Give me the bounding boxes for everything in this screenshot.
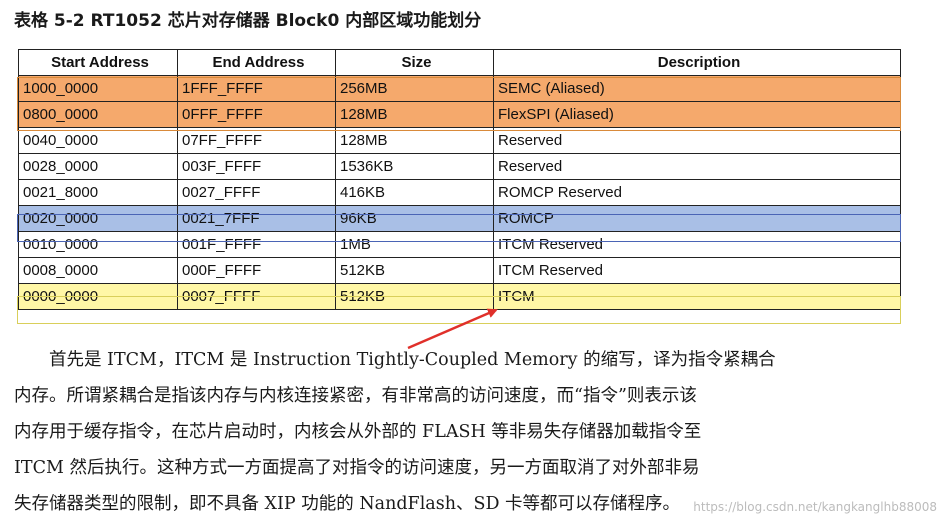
column-header-size: Size [335, 49, 494, 76]
description-cell: ROMCP [493, 205, 901, 232]
size-cell: 128MB [335, 101, 494, 128]
body-paragraph: 首先是 ITCM，ITCM 是 Instruction Tightly-Coup… [14, 342, 874, 522]
table-row: 0021_8000 0027_FFFF 416KB ROMCP Reserved [18, 179, 901, 206]
table-row: 0020_0000 0021_7FFF 96KB ROMCP [18, 205, 901, 232]
size-cell: 256MB [335, 75, 494, 102]
paragraph-line: 失存储器类型的限制，即不具备 XIP 功能的 NandFlash、SD 卡等都可… [14, 494, 681, 514]
column-header-description: Description [493, 49, 901, 76]
table-row: 1000_0000 1FFF_FFFF 256MB SEMC (Aliased) [18, 75, 901, 102]
table-row: 0008_0000 000F_FFFF 512KB ITCM Reserved [18, 257, 901, 284]
table-row: 0010_0000 001F_FFFF 1MB ITCM Reserved [18, 231, 901, 258]
paragraph-line: 首先是 ITCM，ITCM 是 Instruction Tightly-Coup… [14, 350, 776, 370]
size-cell: 128MB [335, 127, 494, 154]
description-cell: ROMCP Reserved [493, 179, 901, 206]
description-cell: ITCM Reserved [493, 231, 901, 258]
start-address-cell: 0010_0000 [18, 231, 178, 258]
paragraph-line: 内存。所谓紧耦合是指该内存与内核连接紧密，有非常高的访问速度，而“指令”则表示该 [14, 386, 697, 406]
end-address-cell: 0FFF_FFFF [177, 101, 336, 128]
end-address-cell: 003F_FFFF [177, 153, 336, 180]
description-cell: SEMC (Aliased) [493, 75, 901, 102]
memory-map-table: Start Address End Address Size Descripti… [18, 49, 901, 310]
size-cell: 96KB [335, 205, 494, 232]
size-cell: 416KB [335, 179, 494, 206]
start-address-cell: 0008_0000 [18, 257, 178, 284]
start-address-cell: 0021_8000 [18, 179, 178, 206]
start-address-cell: 1000_0000 [18, 75, 178, 102]
end-address-cell: 07FF_FFFF [177, 127, 336, 154]
start-address-cell: 0800_0000 [18, 101, 178, 128]
table-row: 0000_0000 0007_FFFF 512KB ITCM [18, 283, 901, 310]
start-address-cell: 0020_0000 [18, 205, 178, 232]
column-header-end: End Address [177, 49, 336, 76]
description-cell: ITCM [493, 283, 901, 310]
end-address-cell: 001F_FFFF [177, 231, 336, 258]
start-address-cell: 0040_0000 [18, 127, 178, 154]
size-cell: 1536KB [335, 153, 494, 180]
description-cell: Reserved [493, 127, 901, 154]
watermark-text: https://blog.csdn.net/kangkanglhb88008 [693, 500, 937, 514]
start-address-cell: 0000_0000 [18, 283, 178, 310]
end-address-cell: 0007_FFFF [177, 283, 336, 310]
column-header-start: Start Address [18, 49, 178, 76]
paragraph-line: ITCM 然后执行。这种方式一方面提高了对指令的访问速度，另一方面取消了对外部非… [14, 458, 700, 478]
table-row: 0800_0000 0FFF_FFFF 128MB FlexSPI (Alias… [18, 101, 901, 128]
table-row: 0040_0000 07FF_FFFF 128MB Reserved [18, 127, 901, 154]
description-cell: Reserved [493, 153, 901, 180]
description-cell: ITCM Reserved [493, 257, 901, 284]
end-address-cell: 1FFF_FFFF [177, 75, 336, 102]
table-caption: 表格 5-2 RT1052 芯片对存储器 Block0 内部区域功能划分 [14, 11, 482, 31]
start-address-cell: 0028_0000 [18, 153, 178, 180]
end-address-cell: 0027_FFFF [177, 179, 336, 206]
end-address-cell: 000F_FFFF [177, 257, 336, 284]
table-row: 0028_0000 003F_FFFF 1536KB Reserved [18, 153, 901, 180]
table-header-row: Start Address End Address Size Descripti… [18, 49, 901, 76]
description-cell: FlexSPI (Aliased) [493, 101, 901, 128]
paragraph-line: 内存用于缓存指令，在芯片启动时，内核会从外部的 FLASH 等非易失存储器加载指… [14, 422, 702, 442]
size-cell: 512KB [335, 257, 494, 284]
end-address-cell: 0021_7FFF [177, 205, 336, 232]
size-cell: 512KB [335, 283, 494, 310]
size-cell: 1MB [335, 231, 494, 258]
